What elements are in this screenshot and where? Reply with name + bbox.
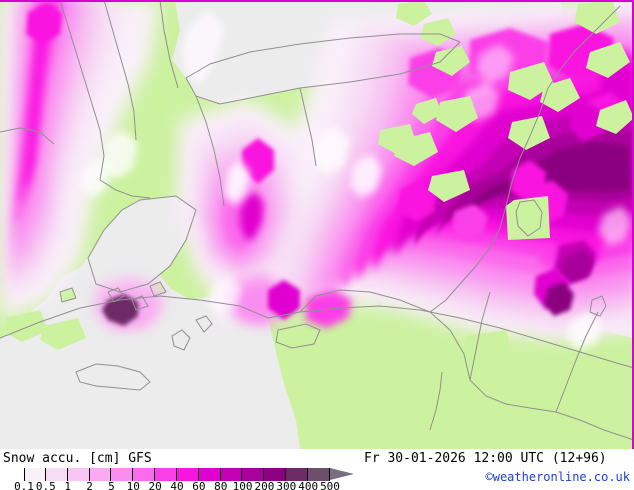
colorbar-tick: 400 xyxy=(298,480,319,490)
copyright-credit: ©weatheronline.co.uk xyxy=(485,470,631,484)
colorbar-tick: 500 xyxy=(320,480,340,490)
colorbar-segment xyxy=(176,468,199,481)
colorbar-segment xyxy=(286,468,308,481)
colorbar-segment xyxy=(111,468,134,481)
colorbar-tick: 40 xyxy=(170,480,184,490)
map-top-frame xyxy=(0,0,634,2)
colorbar-arrow-cap xyxy=(330,468,354,480)
colorbar-tick: 200 xyxy=(254,480,275,490)
colorbar-segment xyxy=(24,468,46,481)
colorbar-segment xyxy=(242,468,265,481)
colorbar-segment xyxy=(67,468,90,481)
colorbar-segment xyxy=(198,468,221,481)
colorbar-segment xyxy=(155,468,177,481)
colorbar-tick: 100 xyxy=(232,480,253,490)
colorbar-tick: 60 xyxy=(192,480,206,490)
map-right-frame xyxy=(632,0,634,449)
colorbar-tick: 0.1 xyxy=(14,480,34,490)
colorbar-segment xyxy=(45,468,68,481)
forecast-map[interactable] xyxy=(0,0,634,449)
colorbar-segment xyxy=(89,468,112,481)
colorbar-tick: 1 xyxy=(64,480,72,490)
colorbar-tick: 2 xyxy=(86,480,93,490)
colorbar-segment xyxy=(307,468,330,481)
colorbar-tick: 10 xyxy=(126,480,140,490)
colorbar-segment xyxy=(264,468,287,481)
colorbar-segment xyxy=(133,468,156,481)
colorbar-tick: 0.5 xyxy=(35,480,56,490)
colorbar-tick: 5 xyxy=(108,480,115,490)
colorbar-tick-labels: 0.1 0.5 1 2 5 10 20 40 60 80 100 200 300 400 500 xyxy=(14,480,364,490)
colorbar-tick: 80 xyxy=(214,480,228,490)
forecast-valid-time: Fr 30-01-2026 12:00 UTC (12+96) xyxy=(364,451,607,466)
colorbar-tick: 300 xyxy=(276,480,297,490)
legend-title: Snow accu. [cm] GFS xyxy=(3,451,152,466)
coastline-border-layer xyxy=(0,0,634,441)
legend-bar: Snow accu. [cm] GFS Fr 30-01-2026 12:00 … xyxy=(0,449,634,490)
colorbar[interactable] xyxy=(24,468,354,481)
colorbar-tick: 20 xyxy=(148,480,162,490)
colorbar-segment xyxy=(220,468,243,481)
colorbar-segments xyxy=(24,468,330,481)
